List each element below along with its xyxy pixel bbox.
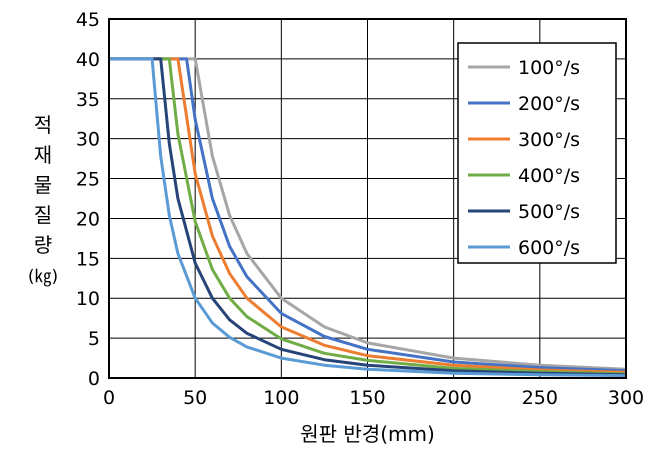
x-axis-title: 원판 반경(mm) [300,422,435,446]
series-line [109,57,627,376]
x-tick-labels: 0 50 100 150 200 250 300 [103,387,644,409]
y-tick-label: 5 [88,328,100,350]
y-axis-title-line: (㎏) [28,267,58,287]
legend-label: 100°/s [518,57,580,79]
x-tick-label: 0 [103,387,115,409]
x-tick-label: 250 [522,387,558,409]
y-axis-title-line: 질 [34,203,52,227]
y-axis-title-line: 재 [34,143,52,167]
y-tick-label: 30 [76,129,100,151]
y-axis-title-line: 물 [34,173,52,197]
y-tick-label: 10 [76,288,100,310]
y-axis-title-line: 적 [34,113,52,137]
series-line [109,57,627,378]
legend-label: 200°/s [518,93,580,115]
legend-label: 600°/s [518,237,580,259]
x-tick-label: 150 [349,387,385,409]
legend: 100°/s 200°/s 300°/s 400°/s 500°/s 600°/s [457,42,617,264]
series-line [109,57,627,374]
x-tick-label: 100 [263,387,299,409]
plot-frame [108,18,627,379]
y-tick-label: 20 [76,208,100,230]
y-tick-label: 25 [76,169,100,191]
y-tick-label: 0 [88,368,100,390]
legend-label: 400°/s [518,165,580,187]
x-tick-label: 200 [436,387,472,409]
series-line [109,57,627,373]
y-tick-label: 15 [76,248,100,270]
y-axis-title-line: 량 [34,233,52,257]
x-tick-label: 300 [608,387,644,409]
legend-label: 300°/s [518,129,580,151]
y-tick-label: 45 [76,9,100,31]
x-tick-label: 50 [183,387,207,409]
series-line [109,57,627,371]
legend-label: 500°/s [518,201,580,223]
series-lines [109,57,627,378]
y-tick-label: 40 [76,49,100,71]
y-tick-label: 35 [76,89,100,111]
series-line [109,57,627,377]
y-tick-labels: 0 5 10 15 20 25 30 35 40 45 [76,9,100,390]
legend-box [457,42,617,264]
